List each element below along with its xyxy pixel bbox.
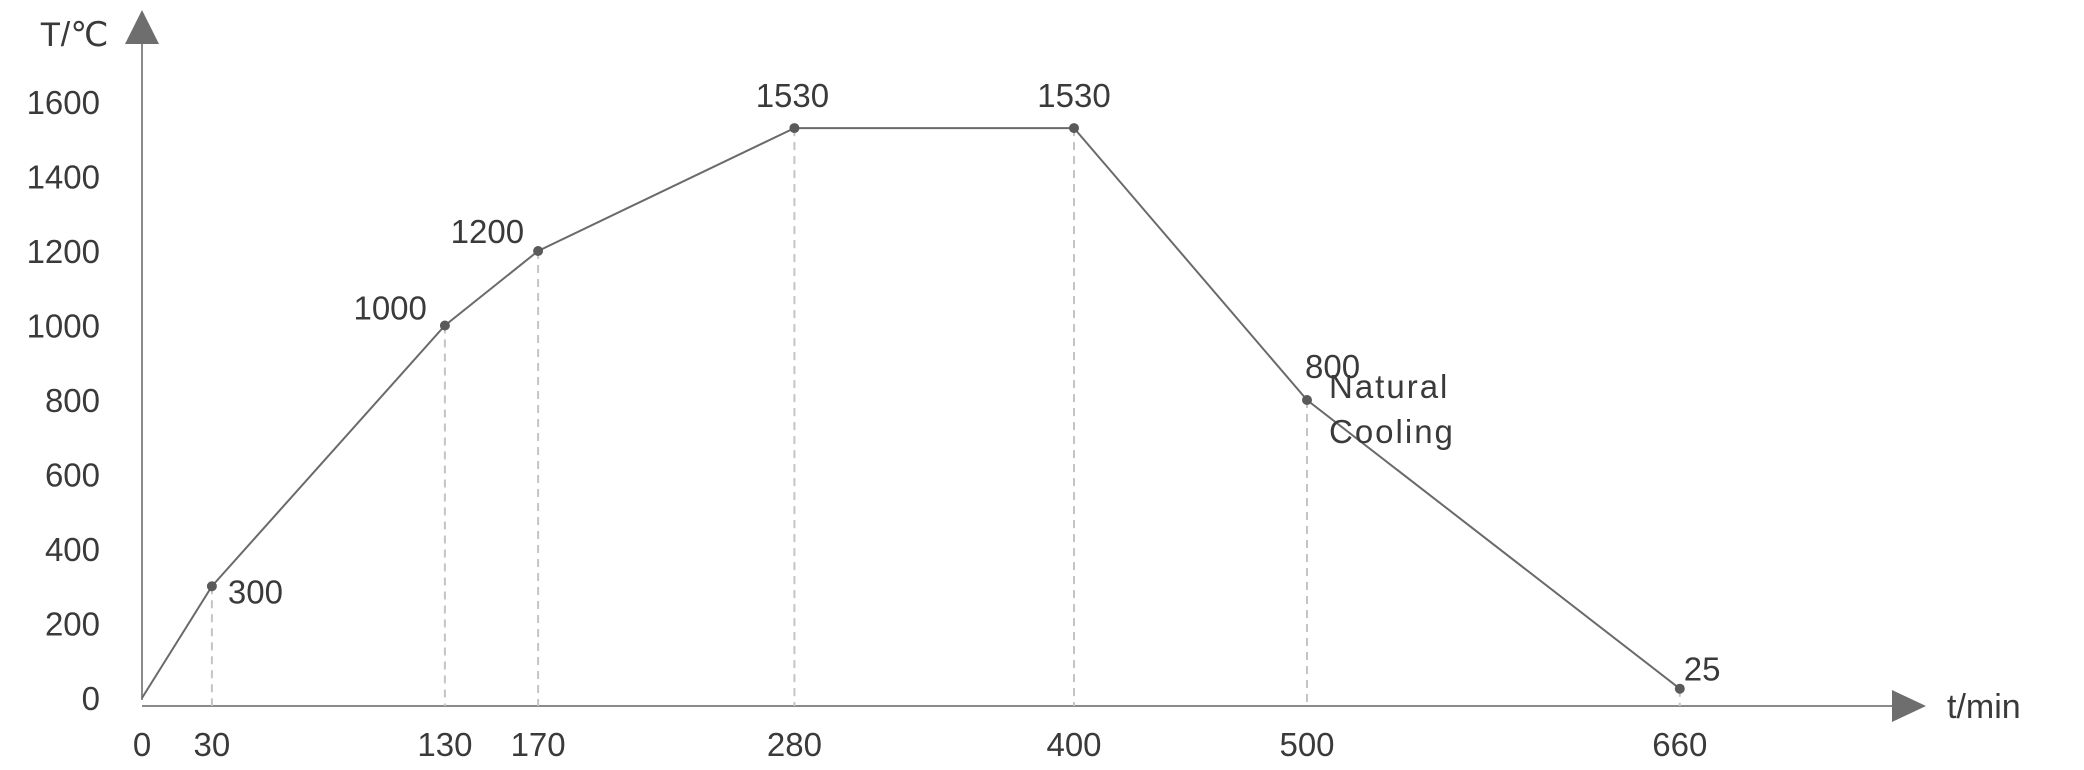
x-tick-label: 280: [767, 726, 822, 763]
data-label: 1530: [1037, 77, 1110, 114]
y-tick-label: 800: [45, 382, 100, 419]
data-label: 1530: [756, 77, 829, 114]
data-point: [1069, 123, 1079, 133]
x-axis-arrow-icon: [1892, 690, 1926, 722]
data-label: 300: [228, 573, 283, 610]
data-point: [207, 581, 217, 591]
annotations: Natural Cooling: [1329, 368, 1455, 450]
y-tick-label: 1000: [27, 308, 100, 345]
data-point: [789, 123, 799, 133]
y-tick-label: 600: [45, 457, 100, 494]
y-tick-label: 1400: [27, 159, 100, 196]
guide-lines: [212, 128, 1680, 706]
data-points: [207, 123, 1685, 694]
y-tick-label: 1600: [27, 84, 100, 121]
data-point: [440, 321, 450, 331]
x-tick-label: 170: [511, 726, 566, 763]
y-tick-label: 400: [45, 531, 100, 568]
data-point: [1302, 395, 1312, 405]
x-tick-label: 0: [133, 726, 151, 763]
y-tick-labels: 0 200 400 600 800 1000 1200 1400 1600: [27, 84, 100, 717]
y-axis-arrow-icon: [125, 10, 159, 44]
data-label: 1200: [451, 213, 524, 250]
y-tick-label: 0: [82, 680, 100, 717]
data-label: 25: [1684, 651, 1721, 688]
y-axis-title: T/℃: [40, 16, 108, 54]
y-tick-label: 1200: [27, 233, 100, 270]
x-tick-label: 660: [1652, 726, 1707, 763]
x-tick-label: 400: [1046, 726, 1101, 763]
x-tick-label: 130: [417, 726, 472, 763]
y-tick-label: 200: [45, 606, 100, 643]
x-tick-label: 30: [194, 726, 231, 763]
annotation-natural-cooling: Cooling: [1329, 413, 1455, 450]
data-label: 1000: [353, 290, 426, 327]
data-point: [533, 246, 543, 256]
x-tick-labels: 0 30 130 170 280 400 500 660: [133, 726, 1708, 763]
x-axis-title: t/min: [1947, 688, 2021, 726]
x-tick-label: 500: [1279, 726, 1334, 763]
annotation-natural-cooling: Natural: [1329, 368, 1449, 405]
